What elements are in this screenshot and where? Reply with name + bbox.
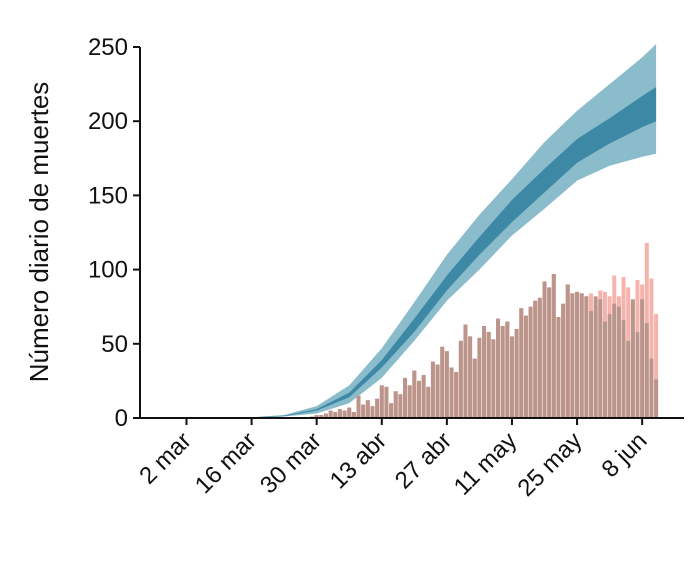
bar bbox=[463, 324, 468, 418]
bar bbox=[351, 412, 356, 418]
bar bbox=[486, 331, 491, 418]
bar bbox=[509, 336, 514, 418]
bar bbox=[347, 407, 352, 418]
x-tick-label: 13 abr bbox=[325, 427, 392, 494]
y-tick-label: 150 bbox=[88, 182, 128, 209]
interval-band bbox=[251, 44, 657, 418]
bar bbox=[384, 386, 389, 418]
bar bbox=[333, 412, 338, 418]
bar bbox=[505, 321, 510, 418]
interval-band bbox=[251, 87, 657, 418]
bar bbox=[649, 358, 654, 418]
x-tick-label: 25 may bbox=[513, 427, 588, 502]
bar bbox=[323, 413, 328, 418]
bar bbox=[589, 311, 594, 418]
bar bbox=[407, 385, 412, 418]
bar bbox=[416, 380, 421, 418]
bar bbox=[361, 404, 366, 418]
bar bbox=[565, 284, 570, 418]
bar bbox=[477, 337, 482, 418]
bar bbox=[500, 325, 505, 418]
x-tick-label: 30 mar bbox=[255, 427, 327, 499]
bar bbox=[514, 328, 519, 418]
bar bbox=[337, 409, 342, 418]
y-axis-label: Número diario de muertes bbox=[24, 82, 54, 383]
bar bbox=[523, 315, 528, 418]
bar bbox=[449, 367, 454, 418]
bar bbox=[635, 331, 640, 418]
bar bbox=[412, 370, 417, 418]
bar bbox=[328, 410, 333, 418]
bar bbox=[370, 406, 375, 418]
bar bbox=[598, 299, 603, 418]
bar bbox=[551, 274, 556, 418]
bar bbox=[393, 391, 398, 418]
bar bbox=[584, 296, 589, 418]
bar bbox=[398, 394, 403, 418]
bar bbox=[472, 358, 477, 418]
y-tick-label: 0 bbox=[115, 405, 128, 432]
bar bbox=[375, 398, 380, 418]
bar bbox=[468, 336, 473, 418]
bar bbox=[644, 323, 649, 418]
bar bbox=[491, 339, 496, 418]
bar bbox=[542, 281, 547, 418]
bar bbox=[403, 377, 408, 418]
bar bbox=[537, 297, 542, 418]
bar bbox=[621, 320, 626, 418]
bar bbox=[342, 410, 347, 418]
bar bbox=[519, 308, 524, 418]
y-tick-label: 250 bbox=[88, 34, 128, 61]
x-tick-label: 2 mar bbox=[134, 427, 196, 489]
x-tick-label: 27 abr bbox=[390, 427, 457, 494]
bar bbox=[570, 293, 575, 418]
bar bbox=[421, 374, 426, 418]
bar bbox=[612, 303, 617, 418]
bar bbox=[426, 386, 431, 418]
bar bbox=[379, 385, 384, 418]
bar bbox=[444, 351, 449, 418]
y-tick-label: 100 bbox=[88, 257, 128, 284]
bar bbox=[440, 346, 445, 418]
bar bbox=[630, 299, 635, 418]
bar bbox=[607, 314, 612, 418]
bar bbox=[575, 291, 580, 418]
bar bbox=[626, 340, 631, 418]
bar bbox=[593, 296, 598, 418]
bar bbox=[533, 300, 538, 418]
bar bbox=[556, 317, 561, 418]
bar bbox=[579, 293, 584, 418]
x-tick-label: 8 jun bbox=[597, 427, 653, 483]
x-tick-label: 11 may bbox=[449, 427, 522, 500]
bar bbox=[496, 318, 501, 418]
bar bbox=[640, 299, 645, 418]
bar bbox=[654, 379, 659, 418]
bar bbox=[547, 287, 552, 418]
bar bbox=[482, 325, 487, 418]
bar bbox=[430, 361, 435, 418]
bar bbox=[365, 400, 370, 418]
bar bbox=[602, 321, 607, 418]
bar bbox=[356, 395, 361, 418]
bar bbox=[389, 403, 394, 418]
bar bbox=[435, 364, 440, 418]
bar bbox=[454, 371, 459, 418]
y-tick-label: 50 bbox=[101, 331, 128, 358]
bar bbox=[654, 314, 659, 418]
bar bbox=[649, 278, 654, 418]
bar bbox=[616, 306, 621, 418]
bar bbox=[314, 415, 319, 418]
x-tick-label: 16 mar bbox=[190, 427, 262, 499]
bar bbox=[319, 415, 324, 418]
bar bbox=[458, 340, 463, 418]
bar bbox=[528, 306, 533, 418]
bar bbox=[561, 303, 566, 418]
y-tick-label: 200 bbox=[88, 108, 128, 135]
